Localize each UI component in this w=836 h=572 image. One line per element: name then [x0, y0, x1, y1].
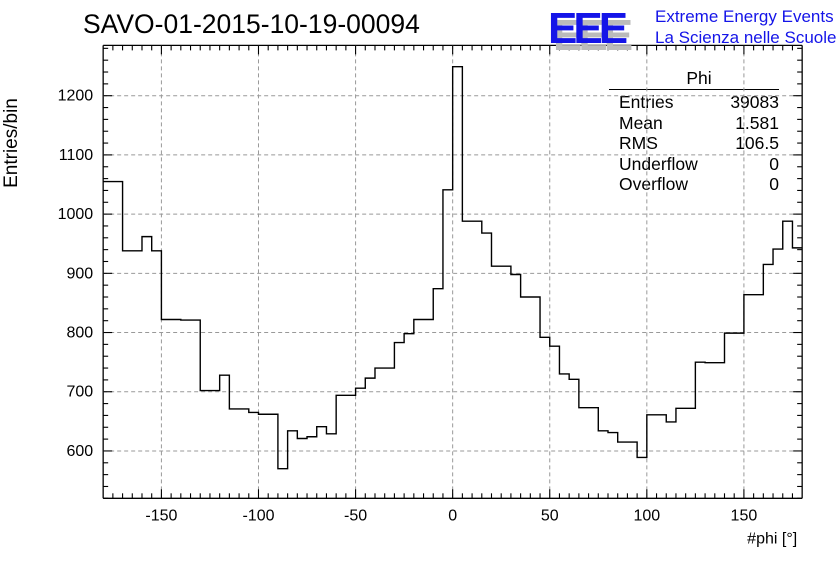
svg-text:900: 900 [66, 265, 93, 282]
svg-text:700: 700 [66, 384, 93, 401]
svg-text:-50: -50 [344, 507, 367, 524]
svg-text:150: 150 [731, 507, 758, 524]
svg-text:-100: -100 [242, 507, 274, 524]
svg-text:800: 800 [66, 325, 93, 342]
svg-text:-150: -150 [145, 507, 177, 524]
svg-text:50: 50 [541, 507, 559, 524]
svg-text:#phi [°]: #phi [°] [747, 530, 797, 547]
svg-text:600: 600 [66, 443, 93, 460]
svg-text:1200: 1200 [58, 88, 94, 105]
svg-text:0: 0 [448, 507, 457, 524]
svg-text:1000: 1000 [58, 206, 94, 223]
svg-text:100: 100 [633, 507, 660, 524]
svg-text:1100: 1100 [59, 147, 94, 164]
